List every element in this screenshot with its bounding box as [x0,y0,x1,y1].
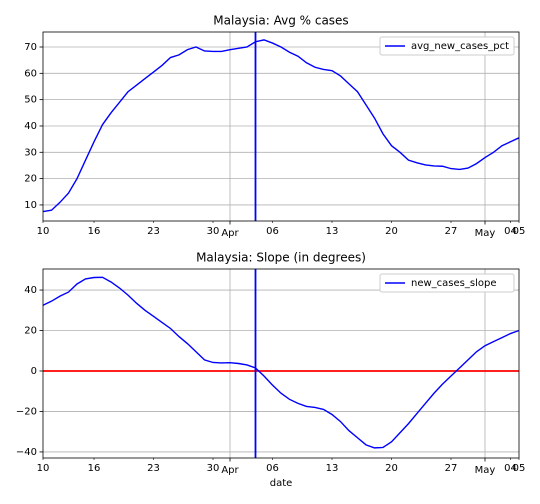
legend-label: avg_new_cases_pct [411,41,509,52]
y-tick-label: 40 [24,121,37,132]
x-tick-label: Apr [221,228,239,239]
x-minor-tick-label: 20 [385,463,398,474]
x-minor-tick-label: 06 [266,226,279,237]
y-tick-label: 70 [24,42,37,53]
y-tick-label: 30 [24,147,37,158]
x-minor-tick-label: 05 [513,463,526,474]
x-minor-tick-label: 30 [207,226,220,237]
x-minor-tick-label: 20 [385,226,398,237]
legend-box [379,273,515,293]
x-minor-tick-label: 04 [504,463,517,474]
legend-box [379,36,515,56]
x-tick-label: May [475,465,496,476]
y-tick-label: −20 [16,406,37,417]
x-minor-tick-label: 16 [88,226,101,237]
x-axis-label: date [270,478,293,489]
y-tick-label: 0 [31,366,37,377]
x-minor-tick-label: 27 [445,226,458,237]
x-minor-tick-label: 23 [147,463,160,474]
x-minor-tick-label: 13 [326,463,339,474]
legend-label: new_cases_slope [411,278,496,289]
chart-title: Malaysia: Avg % cases [213,14,348,28]
x-minor-tick-label: 23 [147,226,160,237]
panel: Malaysia: Avg % cases 10 20 30 40 50 60 70 Apr Ma… [24,14,525,240]
x-minor-tick-label: 16 [88,463,101,474]
x-minor-tick-label: 10 [37,226,50,237]
x-tick-label: Apr [221,465,239,476]
data-line [42,276,520,449]
x-minor-tick-label: 04 [504,226,517,237]
y-tick-label: 20 [24,174,37,185]
x-tick-label: May [475,228,496,239]
data-line [42,39,520,213]
x-minor-tick-label: 27 [445,463,458,474]
y-tick-label: 50 [24,95,37,106]
x-minor-tick-label: 05 [513,226,526,237]
axes-frame [42,268,520,459]
panel: Malaysia: Slope (in degrees) −40 −20 0 20 40 A… [16,251,525,490]
x-minor-tick-label: 30 [207,463,220,474]
chart-title: Malaysia: Slope (in degrees) [196,251,366,265]
y-tick-label: 10 [24,200,37,211]
y-tick-label: 40 [24,285,37,296]
x-minor-tick-label: 13 [326,226,339,237]
x-minor-tick-label: 06 [266,463,279,474]
axes-frame [42,31,520,222]
y-tick-label: −40 [16,447,37,458]
y-tick-label: 20 [24,326,37,337]
x-minor-tick-label: 10 [37,463,50,474]
y-tick-label: 60 [24,68,37,79]
